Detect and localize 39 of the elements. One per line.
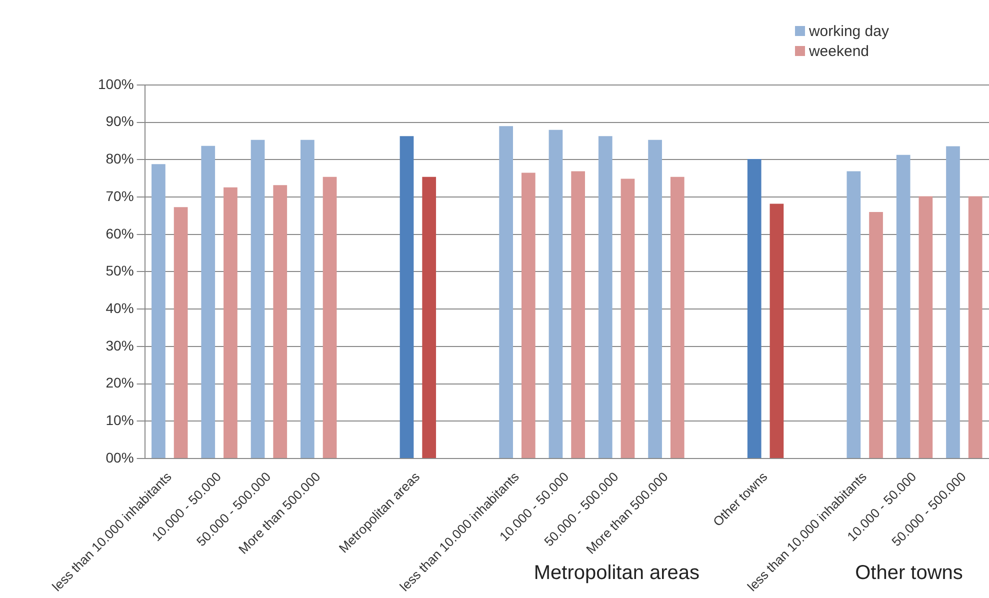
bar [499, 126, 513, 458]
bar [273, 185, 288, 458]
y-tick-label: 80% [106, 150, 134, 167]
bar [422, 176, 436, 458]
bar [174, 207, 188, 458]
bar [201, 146, 216, 458]
bar [968, 196, 982, 458]
y-tick-label: 10% [106, 412, 134, 428]
bar [747, 158, 762, 458]
bar [322, 176, 337, 458]
y-tick-label: 20% [106, 374, 134, 391]
legend-label: weekend [808, 42, 870, 62]
y-tick-label: 30% [106, 337, 134, 354]
bar [770, 204, 784, 458]
bar [152, 164, 166, 458]
y-tick-label: 60% [106, 225, 134, 242]
bar [598, 136, 612, 458]
y-tick-label: 00% [106, 449, 134, 466]
bar [400, 136, 414, 458]
bar [896, 154, 910, 458]
bar [224, 187, 238, 458]
bar [648, 140, 662, 458]
bar [670, 176, 684, 458]
bar [846, 171, 861, 458]
y-tick-label: 90% [106, 113, 134, 130]
bar [300, 140, 314, 458]
bar [521, 172, 536, 458]
y-tick-label: 100% [98, 76, 134, 92]
y-tick-label: 50% [106, 262, 134, 279]
bar [571, 171, 586, 458]
bar [946, 146, 960, 458]
bar [620, 178, 635, 458]
bar [548, 130, 563, 458]
legend-label: working day [808, 22, 889, 42]
y-tick-label: 70% [106, 188, 134, 204]
bar [918, 196, 933, 458]
y-tick-label: 40% [106, 300, 134, 316]
bar [869, 212, 883, 458]
bar [250, 140, 265, 458]
